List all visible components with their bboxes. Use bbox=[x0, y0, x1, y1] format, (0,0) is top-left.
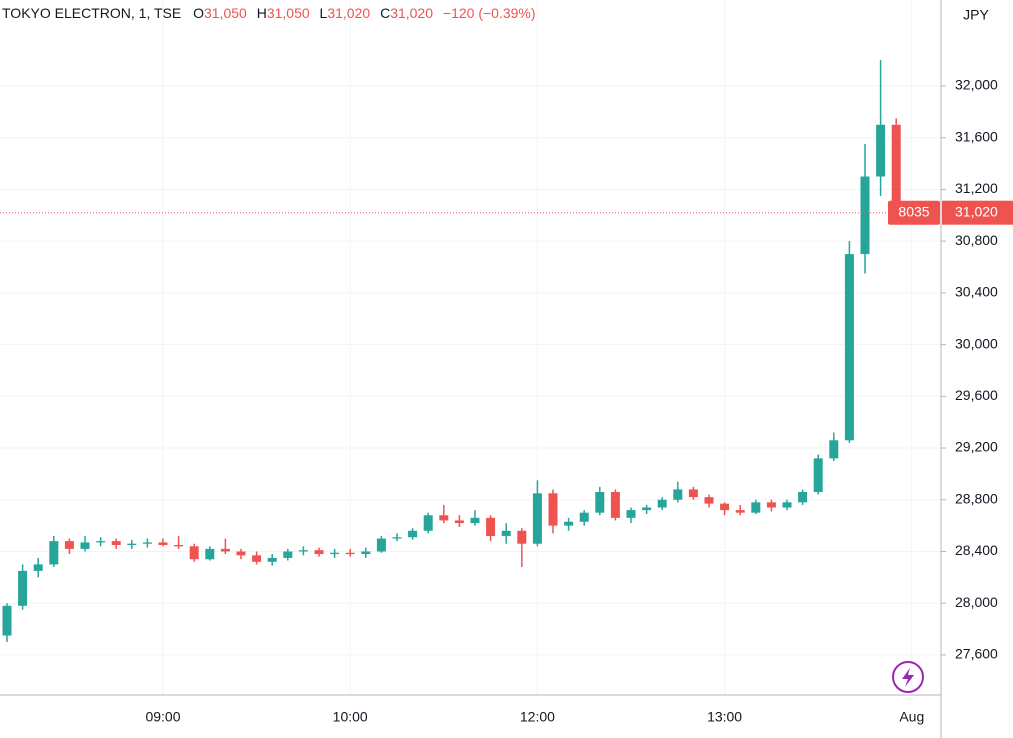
candle-body bbox=[205, 548, 215, 560]
x-tick-label: Aug bbox=[899, 709, 924, 725]
currency-box[interactable] bbox=[945, 0, 1013, 32]
candle-body bbox=[220, 548, 230, 552]
candle-body bbox=[798, 491, 808, 503]
candle-body bbox=[673, 489, 683, 500]
l-label: L bbox=[319, 5, 328, 21]
c-value: 31,020 bbox=[390, 5, 434, 21]
symbol-label: 8035 bbox=[898, 203, 929, 219]
h-value: 31,050 bbox=[266, 5, 310, 21]
candle-body bbox=[782, 502, 792, 508]
symbol-tag bbox=[888, 200, 940, 225]
x-tick-label: 09:00 bbox=[145, 709, 180, 725]
candle-body bbox=[860, 176, 870, 255]
candle-body bbox=[392, 537, 402, 539]
candle-body bbox=[439, 515, 449, 521]
candle-body bbox=[283, 551, 293, 558]
candle-body bbox=[470, 517, 480, 524]
c-label: C bbox=[380, 5, 391, 21]
candle-body bbox=[548, 493, 558, 526]
candle-body bbox=[657, 499, 667, 508]
y-tick-label: 29,600 bbox=[955, 387, 998, 403]
candle-body bbox=[501, 530, 511, 536]
o-label: O bbox=[193, 5, 204, 21]
candle-body bbox=[345, 552, 355, 555]
y-tick-label: 29,200 bbox=[955, 439, 998, 455]
candle-body bbox=[408, 530, 418, 538]
candle-body bbox=[127, 543, 137, 546]
candle-body bbox=[735, 510, 745, 513]
candle-body bbox=[33, 564, 43, 571]
last-price-label: 31,020 bbox=[955, 203, 998, 219]
y-tick-label: 31,600 bbox=[955, 128, 998, 144]
change: −120 (−0.39%) bbox=[442, 5, 536, 21]
candle-body bbox=[267, 557, 277, 562]
candle-body bbox=[142, 542, 152, 544]
x-tick-label: 10:00 bbox=[333, 709, 368, 725]
x-tick-label: 13:00 bbox=[707, 709, 742, 725]
candle-body bbox=[610, 491, 620, 518]
currency[interactable]: JPY bbox=[963, 7, 989, 23]
candle-body bbox=[720, 503, 730, 511]
h-label: H bbox=[256, 5, 267, 21]
candle-body bbox=[532, 493, 542, 544]
legend-header: TOKYO ELECTRON, 1, TSE O31,050 H31,050 L… bbox=[2, 5, 542, 21]
y-tick-label: 31,200 bbox=[955, 180, 998, 196]
candle-body bbox=[49, 541, 59, 565]
candle-body bbox=[80, 542, 90, 549]
candle-body bbox=[298, 550, 308, 552]
candle-body bbox=[891, 124, 901, 213]
candle-body bbox=[236, 551, 246, 556]
lightning-icon[interactable] bbox=[892, 661, 924, 693]
candle-body bbox=[564, 521, 574, 526]
l-value: 31,020 bbox=[327, 5, 371, 21]
candle-body bbox=[111, 541, 121, 546]
candle-body bbox=[517, 530, 527, 544]
candle-body bbox=[766, 502, 776, 508]
y-tick-label: 28,400 bbox=[955, 542, 998, 558]
candle-body bbox=[361, 551, 371, 555]
candle-body bbox=[579, 512, 589, 522]
candle-body bbox=[844, 254, 854, 441]
y-tick-label: 27,600 bbox=[955, 646, 998, 662]
candle-body bbox=[454, 520, 464, 524]
candle-body bbox=[626, 510, 636, 518]
candle-body bbox=[158, 542, 168, 546]
candle-body bbox=[704, 497, 714, 504]
o-value: 31,050 bbox=[203, 5, 247, 21]
candle-body bbox=[688, 489, 698, 498]
candle-body bbox=[330, 552, 340, 555]
candle-body bbox=[18, 570, 28, 606]
candle-body bbox=[813, 458, 823, 492]
y-tick-label: 28,000 bbox=[955, 594, 998, 610]
y-tick-label: 30,800 bbox=[955, 232, 998, 248]
last-price-tag bbox=[942, 200, 1013, 225]
candle-body bbox=[96, 541, 106, 543]
candle-body bbox=[2, 605, 12, 636]
candle-body bbox=[876, 124, 886, 177]
candle-body bbox=[486, 517, 496, 536]
y-tick-label: 30,000 bbox=[955, 335, 998, 351]
candle-body bbox=[423, 515, 433, 531]
y-tick-label: 28,800 bbox=[955, 490, 998, 506]
candle-body bbox=[751, 502, 761, 513]
candle-body bbox=[252, 555, 262, 562]
candle-body bbox=[189, 546, 199, 560]
candle-body bbox=[174, 545, 184, 547]
y-tick-label: 32,000 bbox=[955, 77, 998, 93]
grid bbox=[0, 0, 941, 695]
y-tick-label: 30,400 bbox=[955, 284, 998, 300]
symbol-title: TOKYO ELECTRON, 1, TSE bbox=[2, 5, 182, 21]
x-tick-label: 12:00 bbox=[520, 709, 555, 725]
candle-body bbox=[314, 550, 324, 555]
candle-body bbox=[829, 440, 839, 459]
candle-body bbox=[595, 491, 605, 513]
candle-body bbox=[376, 538, 386, 552]
candle-body bbox=[642, 507, 652, 511]
candle-body bbox=[64, 541, 74, 549]
